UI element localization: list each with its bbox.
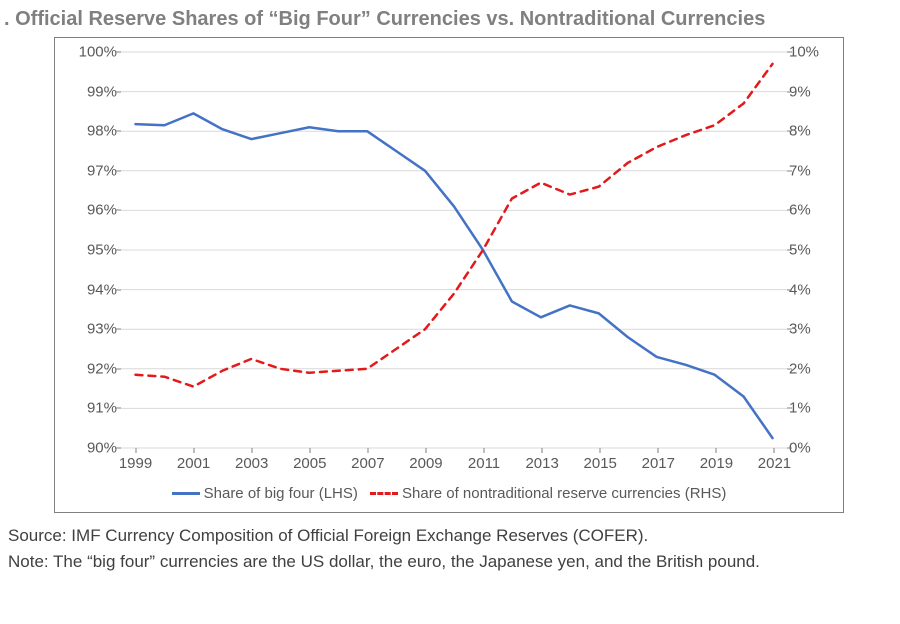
x-tick-label: 2009: [409, 455, 442, 472]
y-right-tickmark: [787, 448, 792, 449]
y-right-tick-label: 4%: [789, 282, 843, 297]
x-tick-label: 2007: [351, 455, 384, 472]
y-left-tick-label: 90%: [57, 441, 117, 456]
y-left-tick-label: 100%: [57, 45, 117, 60]
x-tickmark: [484, 448, 485, 453]
y-right-tickmark: [787, 368, 792, 369]
series-nontraditional: [135, 64, 772, 387]
y-right-tick-label: 8%: [789, 124, 843, 139]
x-tickmark: [135, 448, 136, 453]
y-right-tick-label: 6%: [789, 203, 843, 218]
y-right-tickmark: [787, 91, 792, 92]
y-right-tickmark: [787, 250, 792, 251]
x-tickmark: [251, 448, 252, 453]
y-left-tick-label: 94%: [57, 282, 117, 297]
x-tick-label: 2011: [468, 455, 500, 472]
y-left-tick-label: 97%: [57, 163, 117, 178]
chart-container: 90% 0% 91% 1% 92% 2% 93% 3% 94% 4% 95% 5% 96% 6% 97% 7%…: [54, 37, 844, 513]
y-left-tickmark: [116, 408, 121, 409]
footer-source: Source: IMF Currency Composition of Offi…: [8, 523, 872, 549]
y-left-tickmark: [116, 170, 121, 171]
plot-wrap: 90% 0% 91% 1% 92% 2% 93% 3% 94% 4% 95% 5% 96% 6% 97% 7%…: [55, 38, 843, 482]
y-right-tick-label: 9%: [789, 84, 843, 99]
chart-title: . Official Reserve Shares of “Big Four” …: [4, 8, 876, 31]
y-left-tickmark: [116, 329, 121, 330]
x-tickmark: [309, 448, 310, 453]
y-left-tick-label: 91%: [57, 401, 117, 416]
y-right-tick-label: 7%: [789, 163, 843, 178]
y-right-tick-label: 5%: [789, 243, 843, 258]
series-big_four: [135, 113, 772, 438]
x-tickmark: [542, 448, 543, 453]
legend-swatch-big-four: [172, 492, 200, 495]
x-tick-label: 2013: [525, 455, 558, 472]
y-left-tickmark: [116, 250, 121, 251]
x-tickmark: [658, 448, 659, 453]
x-tick-label: 2021: [758, 455, 791, 472]
page-root: . Official Reserve Shares of “Big Four” …: [0, 0, 900, 624]
legend-swatch-nontraditional: [370, 492, 398, 495]
y-left-tick-label: 95%: [57, 243, 117, 258]
y-left-tickmark: [116, 368, 121, 369]
y-right-tick-label: 1%: [789, 401, 843, 416]
x-tick-label: 2003: [235, 455, 268, 472]
x-tick-label: 1999: [119, 455, 152, 472]
plot-area: 90%0%91%1%92%2%93%3%94%4%95%5%96%6%97%7%…: [121, 52, 787, 448]
legend-label-big-four: Share of big four (LHS): [204, 485, 358, 502]
y-right-tickmark: [787, 408, 792, 409]
x-tick-label: 2017: [642, 455, 675, 472]
chart-legend: Share of big four (LHS) Share of nontrad…: [55, 482, 843, 512]
y-right-tickmark: [787, 210, 792, 211]
y-right-tick-label: 10%: [789, 45, 843, 60]
y-left-tickmark: [116, 210, 121, 211]
x-tickmark: [600, 448, 601, 453]
y-right-tick-label: 3%: [789, 322, 843, 337]
legend-item-nontraditional: Share of nontraditional reserve currenci…: [370, 485, 726, 502]
y-left-tickmark: [116, 52, 121, 53]
y-left-tick-label: 98%: [57, 124, 117, 139]
footer-note: Note: The “big four” currencies are the …: [8, 549, 872, 575]
x-tickmark: [193, 448, 194, 453]
y-left-tick-label: 92%: [57, 361, 117, 376]
x-tick-label: 2005: [293, 455, 326, 472]
x-tickmark: [774, 448, 775, 453]
y-left-tick-label: 96%: [57, 203, 117, 218]
y-left-tickmark: [116, 289, 121, 290]
y-left-tickmark: [116, 131, 121, 132]
x-tickmark: [425, 448, 426, 453]
y-right-tickmark: [787, 289, 792, 290]
chart-footer: Source: IMF Currency Composition of Offi…: [8, 523, 872, 576]
x-tickmark: [716, 448, 717, 453]
y-left-tickmark: [116, 91, 121, 92]
x-tickmark: [367, 448, 368, 453]
x-tick-label: 2015: [584, 455, 617, 472]
y-right-tickmark: [787, 131, 792, 132]
x-tick-label: 2019: [700, 455, 733, 472]
x-tick-label: 2001: [177, 455, 210, 472]
y-left-tickmark: [116, 448, 121, 449]
y-left-tick-label: 99%: [57, 84, 117, 99]
chart-lines: [121, 52, 787, 448]
y-right-tickmark: [787, 52, 792, 53]
y-right-tickmark: [787, 170, 792, 171]
legend-label-nontraditional: Share of nontraditional reserve currenci…: [402, 485, 726, 502]
legend-item-big-four: Share of big four (LHS): [172, 485, 358, 502]
y-right-tick-label: 0%: [789, 441, 843, 456]
y-left-tick-label: 93%: [57, 322, 117, 337]
y-right-tickmark: [787, 329, 792, 330]
y-right-tick-label: 2%: [789, 361, 843, 376]
